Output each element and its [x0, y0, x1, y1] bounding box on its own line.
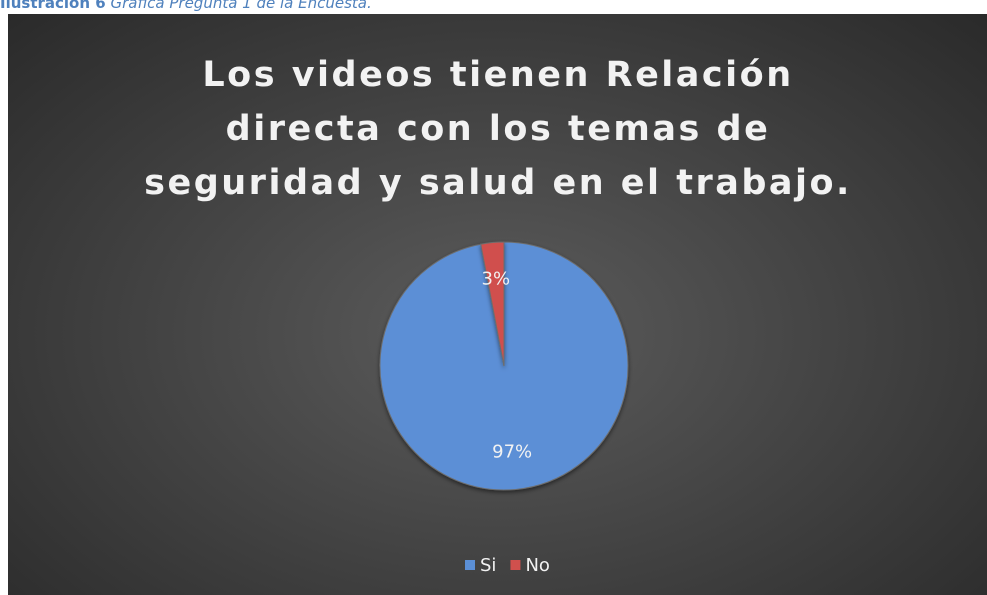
legend-swatch [510, 560, 521, 570]
chart: Los videos tienen Relación directa con l… [8, 14, 987, 595]
data-label: 97% [492, 441, 532, 462]
pie-slice [480, 241, 505, 367]
legend-swatch [465, 560, 475, 570]
caption-label: Ilustración 6 [0, 0, 106, 12]
legend-label: No [525, 555, 549, 576]
legend-label: Si [480, 555, 496, 576]
plot: 97% 3% Si No [379, 241, 629, 576]
caption-text: Gráfica Pregunta 1 de la Encuesta. [110, 0, 372, 12]
chart-title: Los videos tienen Relación directa con l… [144, 55, 852, 203]
data-label: 3% [482, 269, 511, 290]
caption: Ilustración 6 Gráfica Pregunta 1 de la E… [0, 0, 372, 12]
